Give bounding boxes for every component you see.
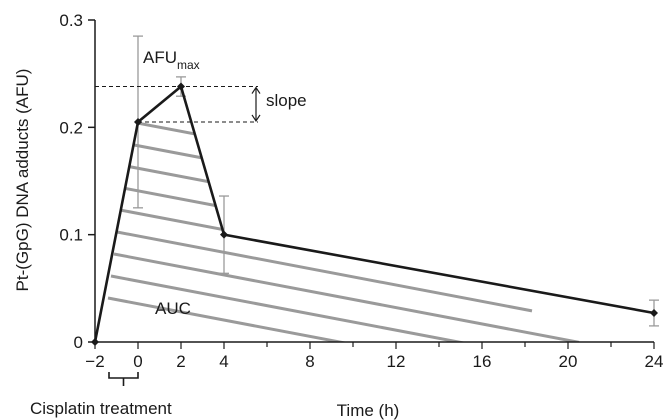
x-tick-label: 20 bbox=[559, 352, 578, 371]
x-tick-label: 4 bbox=[219, 352, 228, 371]
data-point bbox=[650, 309, 658, 317]
hatch-line bbox=[120, 210, 485, 279]
hatch-line bbox=[123, 188, 438, 248]
x-tick-label: 16 bbox=[473, 352, 492, 371]
x-tick-label: 8 bbox=[305, 352, 314, 371]
axes: 00.10.20.3−2 0 2 4 8 12 16 20 24 bbox=[59, 11, 663, 386]
x-tick-label: 0 bbox=[133, 352, 142, 371]
treatment-bracket bbox=[109, 372, 138, 386]
slope-label: slope bbox=[266, 91, 307, 110]
x-tick-label: 24 bbox=[645, 352, 664, 371]
treatment-label: Cisplatin treatment bbox=[30, 399, 172, 418]
hatch-line bbox=[126, 166, 391, 216]
y-tick-label: 0.1 bbox=[59, 226, 83, 245]
x-tick-label: 12 bbox=[387, 352, 406, 371]
afu-max-label: AFUmax bbox=[143, 48, 200, 72]
data-point bbox=[91, 338, 99, 346]
error-bars bbox=[133, 36, 659, 326]
y-tick-label: 0 bbox=[74, 333, 83, 352]
x-axis-title: Time (h) bbox=[337, 401, 400, 420]
x-tick-label: −2 bbox=[85, 352, 104, 371]
data-point bbox=[220, 231, 228, 239]
y-axis-title: Pt-(GpG) DNA adducts (AFU) bbox=[13, 69, 32, 292]
hatch-line bbox=[129, 144, 344, 185]
y-tick-label: 0.2 bbox=[59, 118, 83, 137]
y-tick-label: 0.3 bbox=[59, 11, 83, 30]
x-tick-label: 2 bbox=[176, 352, 185, 371]
hatch-line bbox=[111, 276, 626, 374]
auc-label: AUC bbox=[155, 299, 191, 318]
